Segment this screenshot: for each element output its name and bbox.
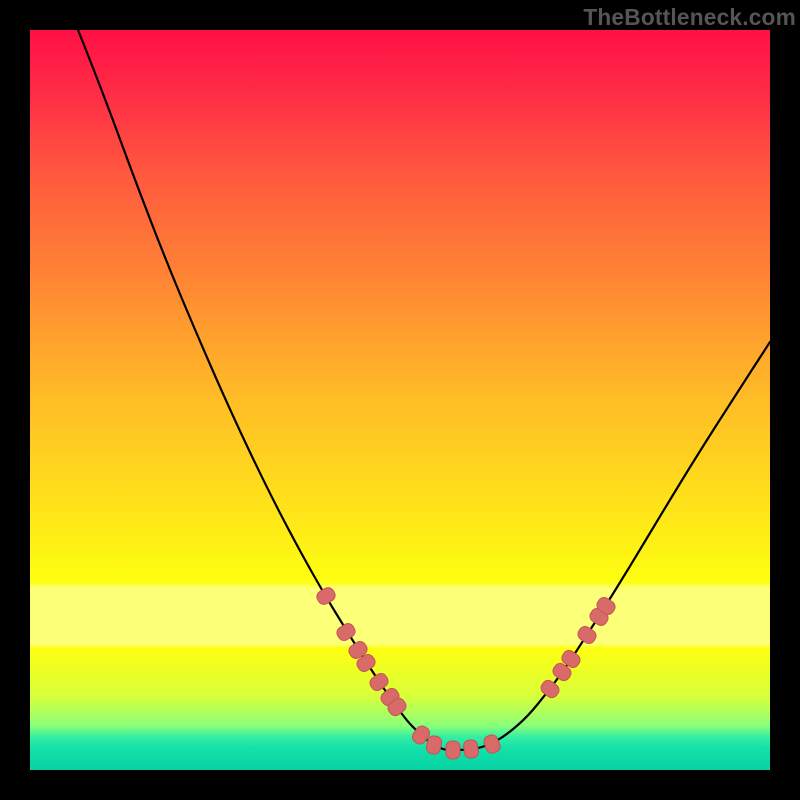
curve-marker [463, 739, 479, 759]
plot-area [30, 30, 770, 770]
curve-marker [446, 741, 460, 759]
gradient-background [30, 30, 770, 770]
chart-svg [30, 30, 770, 770]
outer-frame: TheBottleneck.com [0, 0, 800, 800]
watermark-text: TheBottleneck.com [583, 4, 796, 31]
